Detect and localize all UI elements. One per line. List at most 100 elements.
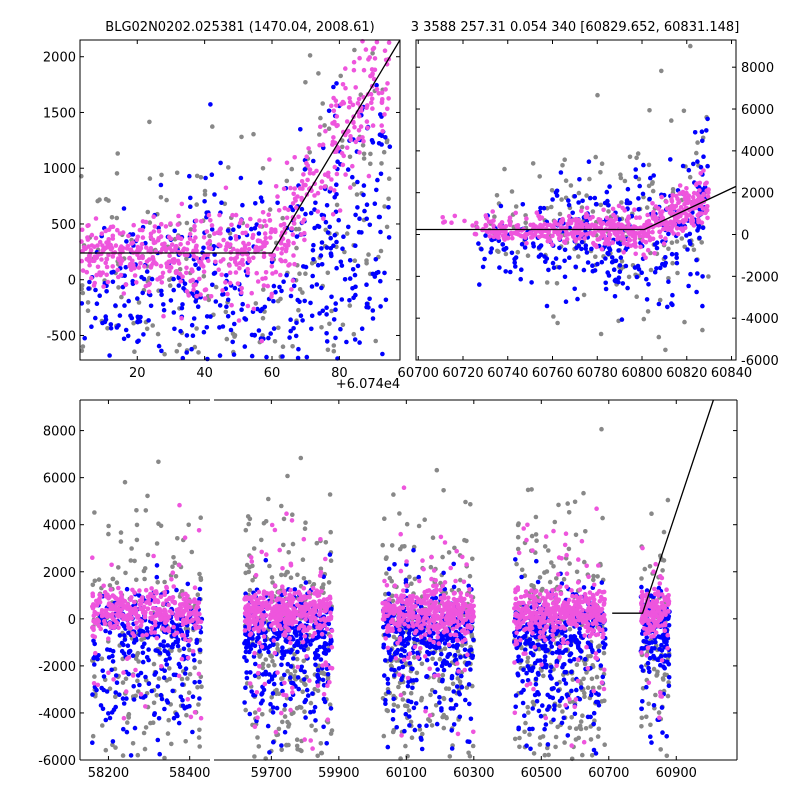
tl-point-blue (281, 279, 286, 285)
bottom-point-gray (172, 560, 178, 566)
tr-point-blue (500, 242, 506, 247)
bottom-point-blue (110, 659, 116, 664)
bottom-point-magenta (291, 606, 296, 611)
bottom-point-gray (452, 545, 457, 551)
tl-point-magenta (267, 157, 272, 162)
tl-point-magenta (104, 272, 109, 278)
tl-point-magenta (259, 338, 265, 344)
tl-point-magenta (221, 237, 226, 243)
tl-point-magenta (239, 290, 244, 295)
bottom-point-blue (386, 566, 392, 572)
tl-point-blue (364, 216, 370, 222)
tl-point-gray (223, 309, 229, 315)
tr-point-magenta (637, 215, 642, 220)
bottom-point-magenta (192, 710, 198, 715)
tl-point-blue (332, 232, 338, 238)
tl-point-magenta (138, 261, 143, 266)
bottom-point-gray (444, 715, 449, 720)
tr-point-blue (670, 302, 675, 308)
tr-point-magenta (698, 171, 703, 176)
bottom-point-blue (288, 664, 294, 669)
tl-point-magenta (90, 258, 95, 264)
tl-point-magenta (251, 306, 257, 312)
bottom-point-magenta (294, 602, 300, 608)
tr-point-blue (704, 128, 709, 133)
tl-point-blue (258, 180, 263, 185)
bottom-point-magenta (129, 595, 134, 600)
bottom-point-blue (185, 581, 191, 587)
bottom-point-magenta (179, 656, 185, 662)
bottom-point-magenta (180, 592, 185, 597)
bottom-point-magenta (108, 606, 113, 612)
bottom-point-magenta (277, 547, 283, 553)
bottom-point-blue (174, 587, 179, 593)
tr-point-gray (687, 174, 693, 180)
bottom-point-blue (103, 628, 108, 634)
tl-point-magenta (152, 224, 158, 229)
tr-point-magenta (670, 193, 675, 198)
bottom-point-gray (288, 575, 294, 580)
tr-point-magenta (441, 220, 446, 225)
tr-point-blue (694, 257, 699, 263)
bottom-point-magenta (275, 622, 281, 628)
bottom-point-magenta (259, 549, 265, 555)
bottom-point-gray (412, 576, 418, 582)
bottom-point-gray (177, 648, 182, 653)
tl-point-gray (232, 333, 238, 338)
tl-point-gray (164, 197, 169, 203)
tl-point-magenta (369, 96, 375, 102)
tr-point-blue (603, 286, 609, 292)
tr-point-blue (633, 167, 638, 172)
tl-point-blue (116, 323, 121, 328)
bottom-point-magenta (290, 620, 296, 625)
tl-point-magenta (363, 47, 369, 52)
tr-point-magenta (573, 237, 578, 243)
tr-point-magenta (684, 190, 689, 196)
bottom-point-blue (399, 647, 405, 652)
tl-point-blue (319, 262, 325, 267)
bottom-point-gray (314, 540, 320, 546)
tl-point-blue (208, 314, 213, 319)
tl-point-blue (347, 298, 352, 303)
tl-point-magenta (305, 177, 310, 183)
bottom-point-blue (271, 681, 277, 687)
bottom-point-magenta (323, 556, 328, 562)
bottom-point-blue (295, 675, 301, 680)
bottom-point-gray (126, 715, 131, 720)
tl-point-magenta (159, 280, 165, 285)
bottom-point-magenta (149, 625, 155, 631)
bottom-point-blue (242, 655, 247, 660)
tr-point-magenta (701, 191, 706, 197)
tr-point-blue (529, 280, 534, 285)
bottom-point-magenta (278, 626, 284, 631)
bottom-point-blue (403, 711, 409, 717)
bottom-point-blue (321, 696, 327, 702)
top-left-model-line (80, 39, 401, 254)
tr-point-blue (700, 225, 706, 231)
tl-point-blue (334, 192, 339, 197)
tl-point-gray (155, 331, 161, 337)
tl-point-blue (240, 202, 245, 208)
tl-point-magenta (361, 138, 366, 144)
tl-point-magenta (88, 248, 94, 253)
tr-point-magenta (624, 242, 630, 247)
bottom-point-magenta (290, 690, 295, 695)
tr-point-gray (635, 151, 641, 156)
tl-point-magenta (184, 265, 189, 271)
tr-point-gray (644, 205, 650, 210)
tl-point-magenta (365, 125, 370, 131)
bottom-point-magenta (320, 600, 326, 606)
tl-point-blue (331, 317, 337, 322)
tr-point-blue (519, 241, 525, 247)
tl-point-blue (382, 270, 387, 276)
tl-point-magenta (150, 260, 156, 266)
bottom-point-gray (420, 731, 425, 737)
tr-point-blue (607, 247, 613, 253)
bottom-point-magenta (103, 607, 109, 613)
tl-point-magenta (263, 223, 269, 228)
bottom-point-gray (328, 529, 334, 535)
tr-point-gray (560, 163, 565, 168)
bottom-point-gray (279, 503, 284, 509)
tl-point-blue (161, 307, 167, 313)
bottom-point-blue (260, 691, 265, 696)
